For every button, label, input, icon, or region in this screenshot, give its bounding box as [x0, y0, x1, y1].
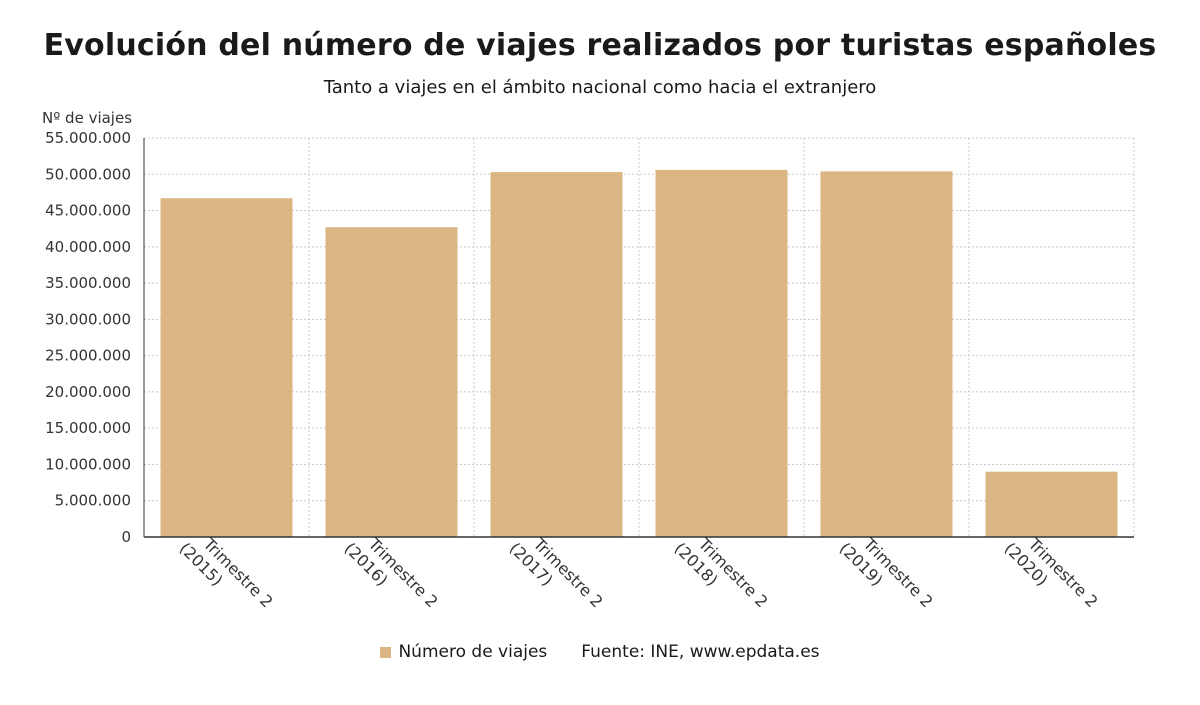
x-tick-label-text: Trimestre 2(2016): [341, 524, 442, 625]
bar: [160, 198, 293, 538]
x-tick-label-text: Trimestre 2(2018): [671, 524, 772, 625]
y-tick-label: 55.000.000: [45, 129, 131, 147]
bar: [985, 471, 1118, 537]
legend-label: Número de viajes: [398, 642, 548, 662]
bar: [820, 171, 953, 537]
bar: [325, 227, 458, 538]
x-tick-label: Trimestre 2(2015): [176, 524, 277, 625]
y-tick-label: 0: [121, 528, 131, 546]
x-tick-label: Trimestre 2(2016): [341, 524, 442, 625]
y-axis-label: Nº de viajes: [42, 109, 132, 127]
y-tick-label: 20.000.000: [45, 383, 131, 401]
y-tick-label: 45.000.000: [45, 202, 131, 220]
chart-title: Evolución del número de viajes realizado…: [43, 28, 1157, 63]
source-note: Fuente: INE, www.epdata.es: [581, 642, 820, 662]
legend-swatch: [380, 646, 392, 658]
bar: [490, 172, 623, 537]
x-tick-label: Trimestre 2(2020): [1001, 524, 1102, 625]
x-tick-label-text: Trimestre 2(2017): [506, 524, 607, 625]
y-tick-label: 10.000.000: [45, 455, 131, 473]
y-tick-label: 5.000.000: [55, 492, 131, 510]
x-tick-label: Trimestre 2(2019): [836, 524, 937, 625]
y-tick-label: 25.000.000: [45, 347, 131, 365]
x-tick-label-text: Trimestre 2(2020): [1001, 524, 1102, 625]
y-tick-label: 50.000.000: [45, 165, 131, 183]
chart-subtitle: Tanto a viajes en el ámbito nacional com…: [323, 77, 877, 98]
x-tick-label: Trimestre 2(2017): [506, 524, 607, 625]
y-tick-label: 40.000.000: [45, 238, 131, 256]
y-tick-label: 35.000.000: [45, 274, 131, 292]
x-tick-label: Trimestre 2(2018): [671, 524, 772, 625]
x-tick-label-text: Trimestre 2(2015): [176, 524, 277, 625]
legend: Número de viajes Fuente: INE, www.epdata…: [0, 642, 1200, 662]
x-tick-label-text: Trimestre 2(2019): [836, 524, 937, 625]
y-tick-label: 30.000.000: [45, 310, 131, 328]
y-tick-label: 15.000.000: [45, 419, 131, 437]
bar: [655, 169, 788, 538]
